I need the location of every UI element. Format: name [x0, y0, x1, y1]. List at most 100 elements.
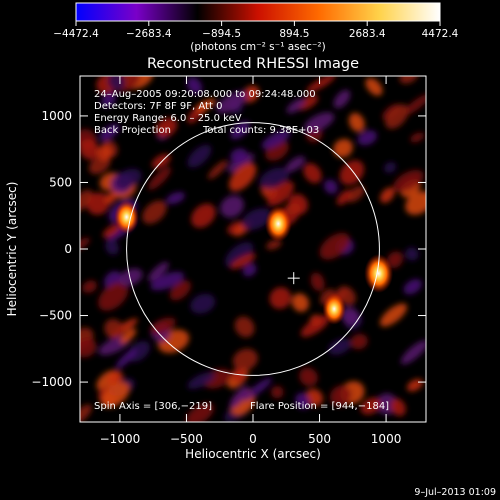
pattern-blob	[288, 193, 309, 215]
flare-position-label: Flare Position = [944,−184]	[250, 401, 389, 412]
colorbar-tick-label: 894.5	[279, 28, 309, 40]
pattern-blob	[403, 279, 422, 295]
pattern-blob	[234, 316, 255, 338]
pattern-blob	[187, 144, 212, 168]
pattern-blob	[285, 156, 306, 172]
pattern-blob	[86, 192, 110, 215]
spin-axis-crosshair	[287, 272, 300, 285]
pattern-blob	[410, 132, 425, 143]
pattern-blob	[243, 377, 272, 401]
flare-sources	[114, 200, 394, 325]
pattern-blob	[269, 287, 292, 309]
pattern-blob	[104, 191, 117, 205]
pattern-blob	[102, 223, 121, 238]
pattern-blob	[231, 368, 247, 383]
pattern-blob	[216, 90, 249, 114]
info-time-range: 24–Aug–2005 09:20:08.000 to 09:24:48.000	[94, 89, 316, 100]
pattern-blob	[220, 195, 244, 218]
pattern-blob	[400, 340, 426, 365]
flare-source	[114, 200, 140, 234]
pattern-blob	[82, 280, 97, 294]
axis-tick-marks	[80, 76, 426, 422]
pattern-blob	[379, 303, 408, 327]
pattern-blob	[286, 98, 306, 114]
pattern-blob	[232, 348, 258, 371]
colorbar-tick-label: 2683.4	[349, 28, 386, 40]
pattern-blob	[365, 77, 383, 96]
flare-source	[264, 205, 292, 242]
pattern-blob	[99, 123, 120, 142]
pattern-blob	[357, 130, 377, 146]
flare-source	[364, 253, 394, 294]
pattern-blob	[384, 162, 397, 173]
image-area	[80, 76, 426, 422]
pattern-blob	[169, 280, 191, 301]
pattern-blob	[348, 112, 365, 132]
pattern-blob	[80, 189, 93, 212]
pattern-blob	[230, 253, 256, 270]
pattern-blob	[148, 262, 169, 282]
solar-limb-circle	[126, 122, 380, 376]
pattern-blob	[148, 166, 172, 190]
pattern-blob	[191, 203, 216, 228]
chart-title: Reconstructed RHESSI Image	[147, 56, 359, 72]
pattern-blob	[333, 138, 353, 158]
pattern-blob	[319, 232, 350, 260]
pattern-blob	[324, 179, 338, 194]
pattern-blob	[104, 318, 124, 340]
pattern-blob	[303, 163, 322, 184]
y-tick-label: 1000	[41, 109, 72, 123]
pattern-blob	[186, 77, 203, 94]
pattern-blob	[80, 404, 92, 422]
pattern-blob	[207, 160, 228, 180]
pattern-blob	[333, 89, 351, 109]
info-detectors: Detectors: 7F 8F 9F, Att 0	[94, 101, 222, 112]
pattern-blob	[242, 263, 257, 277]
colorbar-tick-label: −4472.4	[53, 28, 99, 40]
pattern-blob	[150, 317, 176, 335]
info-total-counts: Total counts: 9.38E+03	[202, 125, 319, 136]
pattern-blob	[118, 268, 143, 286]
pattern-blob	[190, 293, 216, 314]
pattern-blob	[266, 239, 282, 250]
pattern-blob	[241, 208, 272, 230]
y-tick-label: 0	[64, 242, 72, 256]
x-axis-title: Heliocentric X (arcsec)	[185, 447, 321, 461]
pattern-blob	[98, 282, 129, 311]
y-tick-label: −1000	[31, 375, 72, 389]
colorbar	[75, 2, 441, 22]
pattern-blob	[329, 385, 352, 407]
colorbar-tick-label: 4472.4	[422, 28, 459, 40]
pattern-blob	[101, 381, 130, 408]
axis-tick-labels: −1000 −500 0 500 1000 1000 500 0 −500 −1000	[31, 109, 401, 446]
pattern-blob	[230, 120, 250, 140]
pattern-blob	[155, 117, 178, 138]
pattern-blob	[142, 200, 167, 224]
pattern-blob	[107, 370, 123, 386]
pattern-blob	[328, 338, 352, 355]
spin-axis-label: Spin Axis = [306,−219]	[94, 401, 212, 412]
pattern-blob	[299, 367, 318, 387]
pattern-blob	[385, 104, 409, 129]
pattern-blob	[105, 239, 119, 255]
pattern-blob	[291, 293, 310, 312]
colorbar-tick-label: −2683.4	[126, 28, 172, 40]
pattern-blob	[405, 247, 419, 261]
pattern-blob	[304, 112, 335, 133]
pattern-blob	[196, 98, 216, 113]
pattern-blob	[336, 189, 352, 206]
pattern-blob	[310, 272, 325, 292]
pattern-blob	[393, 170, 424, 193]
pattern-blob	[229, 386, 249, 409]
x-tick-label: −500	[170, 432, 203, 446]
pattern-blob	[166, 191, 185, 205]
pattern-blob	[227, 153, 255, 173]
colorbar-tick-label: −894.5	[202, 28, 241, 40]
pattern-blob	[115, 348, 137, 369]
pattern-blob	[120, 328, 137, 344]
pattern-blob	[360, 397, 381, 415]
pattern-blob	[267, 181, 294, 206]
pattern-blob	[150, 271, 185, 291]
pattern-blob	[187, 372, 215, 389]
